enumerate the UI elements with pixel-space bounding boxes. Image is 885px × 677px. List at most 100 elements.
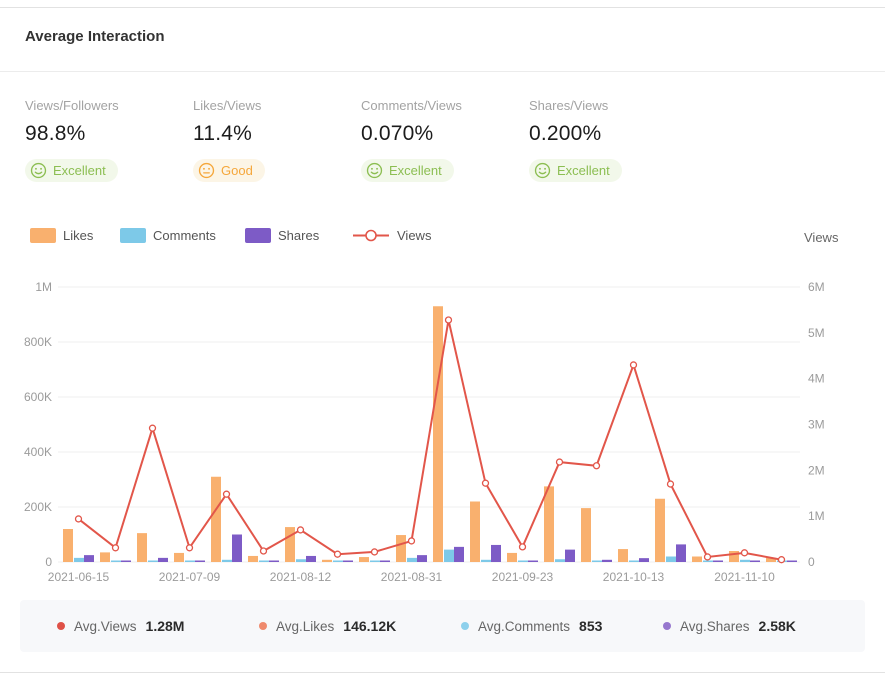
views-line-point[interactable] (259, 547, 268, 555)
views-line-point[interactable] (740, 549, 749, 557)
bar-shares[interactable] (787, 560, 797, 563)
views-line-point[interactable] (222, 490, 231, 498)
bar-comments[interactable] (148, 560, 158, 563)
bar-likes[interactable] (137, 533, 147, 562)
bar-comments[interactable] (518, 560, 528, 563)
summary-value: 146.12K (343, 618, 397, 634)
bar-shares[interactable] (676, 544, 686, 562)
views-line-point[interactable] (592, 462, 601, 470)
bar-comments[interactable] (481, 559, 491, 562)
bar-likes[interactable] (470, 501, 480, 563)
bar-shares[interactable] (750, 560, 760, 563)
legend-item-views[interactable]: Views (352, 228, 431, 243)
bar-likes[interactable] (766, 557, 776, 562)
views-line-point[interactable] (518, 543, 527, 551)
bar-likes[interactable] (174, 552, 184, 562)
bar-comments[interactable] (333, 560, 343, 563)
summary-label: Avg.Comments (478, 618, 571, 634)
bar-comments[interactable] (629, 560, 639, 563)
views-line-point[interactable] (370, 548, 379, 556)
views-line-point[interactable] (703, 553, 712, 561)
rating-badge: Good (193, 159, 265, 182)
legend-item-comments[interactable]: Comments (120, 228, 216, 243)
bar-likes[interactable] (618, 549, 628, 562)
bar-shares[interactable] (195, 560, 205, 563)
views-line-point[interactable] (666, 480, 675, 488)
bar-comments[interactable] (703, 560, 713, 563)
bar-comments[interactable] (555, 559, 565, 562)
bar-likes[interactable] (322, 559, 332, 562)
views-line-point[interactable] (148, 424, 157, 432)
bar-shares[interactable] (602, 559, 612, 562)
right-axis-tick: 2M (808, 463, 825, 477)
bar-shares[interactable] (158, 557, 168, 562)
bar-likes[interactable] (507, 552, 517, 562)
bar-shares[interactable] (232, 534, 242, 563)
header-divider (0, 71, 885, 72)
bar-comments[interactable] (666, 556, 676, 563)
views-line-point[interactable] (444, 316, 453, 324)
views-line-point[interactable] (74, 515, 83, 523)
x-axis-tick: 2021-09-23 (492, 570, 554, 584)
x-axis-tick: 2021-08-12 (270, 570, 332, 584)
bar-comments[interactable] (444, 549, 454, 562)
bar-shares[interactable] (269, 560, 279, 563)
bar-shares[interactable] (713, 560, 723, 563)
bar-shares[interactable] (417, 555, 427, 562)
bar-comments[interactable] (296, 559, 306, 562)
bar-likes[interactable] (655, 498, 665, 562)
metric-comments-views: Comments/Views 0.070% Excellent (361, 98, 529, 184)
legend-item-likes[interactable]: Likes (30, 228, 93, 243)
views-line-point[interactable] (185, 544, 194, 552)
metric-views-followers: Views/Followers 98.8% Excellent (25, 98, 193, 184)
bar-likes[interactable] (581, 508, 591, 562)
bar-shares[interactable] (343, 560, 353, 563)
bar-comments[interactable] (407, 557, 417, 562)
right-axis-tick: 5M (808, 326, 825, 340)
bar-shares[interactable] (639, 558, 649, 562)
smiley-face-icon (366, 162, 383, 179)
bar-shares[interactable] (380, 560, 390, 563)
bar-shares[interactable] (84, 555, 94, 562)
bar-likes[interactable] (211, 476, 221, 562)
bar-comments[interactable] (74, 557, 84, 562)
metric-label: Comments/Views (361, 98, 462, 113)
right-axis-tick: 4M (808, 372, 825, 386)
bar-comments[interactable] (185, 560, 195, 563)
views-line-point[interactable] (777, 556, 786, 564)
bar-shares[interactable] (121, 560, 131, 563)
bar-comments[interactable] (592, 560, 602, 563)
bar-comments[interactable] (111, 560, 121, 563)
views-line-point[interactable] (333, 550, 342, 558)
metric-label: Shares/Views (529, 98, 609, 113)
views-line-point[interactable] (407, 537, 416, 545)
bar-likes[interactable] (396, 535, 406, 562)
views-line-point[interactable] (296, 526, 305, 534)
bar-likes[interactable] (63, 529, 73, 562)
views-line-point[interactable] (481, 479, 490, 487)
bar-likes[interactable] (100, 552, 110, 562)
bar-shares[interactable] (565, 549, 575, 562)
bar-likes[interactable] (248, 555, 258, 562)
bar-comments[interactable] (259, 560, 269, 563)
bar-comments[interactable] (222, 559, 232, 562)
views-line-point[interactable] (111, 544, 120, 552)
metric-shares-views: Shares/Views 0.200% Excellent (529, 98, 697, 184)
views-line-point[interactable] (629, 361, 638, 369)
bar-shares[interactable] (528, 560, 538, 563)
bar-shares[interactable] (306, 555, 316, 562)
bar-likes[interactable] (285, 527, 295, 562)
bar-likes[interactable] (544, 486, 554, 562)
bar-comments[interactable] (370, 560, 380, 563)
bar-comments[interactable] (740, 559, 750, 562)
legend-item-shares[interactable]: Shares (245, 228, 319, 243)
interaction-chart[interactable]: 0 200K 400K 600K 800K 1M 0 1M 2M 3M 4M 5M 6M 2021-06-… (0, 260, 885, 592)
bar-likes[interactable] (433, 306, 443, 562)
bar-shares[interactable] (491, 544, 501, 562)
bar-likes[interactable] (692, 556, 702, 563)
views-line-point[interactable] (555, 458, 564, 466)
bar-likes[interactable] (729, 551, 739, 562)
left-axis-tick: 0 (45, 555, 52, 569)
bar-likes[interactable] (359, 557, 369, 562)
bar-shares[interactable] (454, 546, 464, 562)
